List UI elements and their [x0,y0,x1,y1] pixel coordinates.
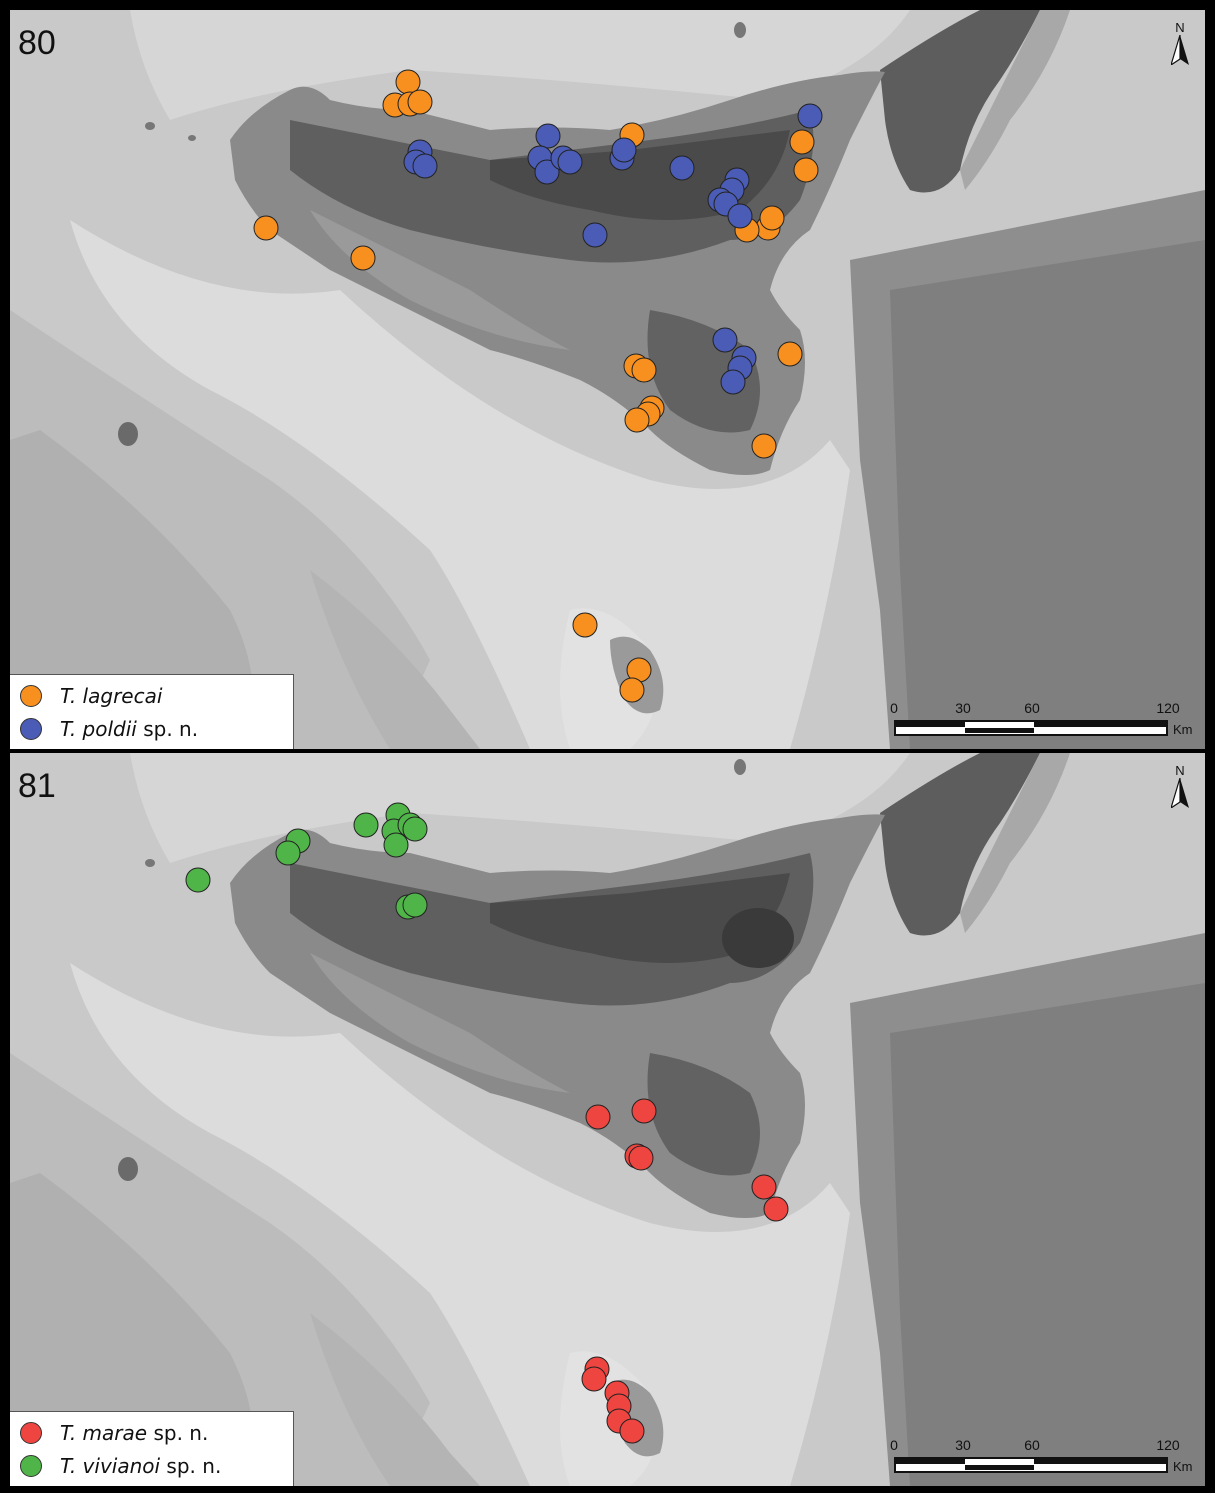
legend-swatch-blue [20,717,42,740]
scale-tick: 0 [890,1437,898,1453]
occurrence-marker [253,215,279,241]
scale-tick: 60 [1024,1437,1040,1453]
species-name: T. marae [60,1420,148,1445]
north-label: N [1175,763,1185,778]
occurrence-marker [712,327,738,353]
occurrence-marker [402,816,428,842]
scale-tick: 120 [1156,1437,1180,1453]
occurrence-marker [185,867,211,893]
scale-tick: 0 [890,700,898,716]
occurrence-marker [669,155,695,181]
species-name: T. poldii [60,716,137,741]
occurrence-marker [585,1104,611,1130]
legend-item: T. marae sp. n. [20,1416,293,1449]
occurrence-marker [759,205,785,231]
legend-swatch-orange [20,684,42,707]
occurrence-marker [383,832,409,858]
occurrence-marker [797,103,823,129]
occurrence-points [185,802,789,1444]
sicily-map [10,10,1205,749]
occurrence-marker [557,149,583,175]
species-suffix: sp. n. [147,1420,209,1445]
calabria [880,10,1040,193]
panel-number: 81 [18,767,56,805]
occurrence-marker [581,1366,607,1392]
occurrence-marker [751,1174,777,1200]
scale-bar: 0 30 60 120 Km [890,1437,1200,1481]
scale-tick: 120 [1156,700,1180,716]
legend-swatch-green [20,1454,42,1477]
occurrence-marker [751,433,777,459]
legend: T. marae sp. n. T. vivianoi sp. n. [10,1411,294,1486]
occurrence-marker [275,840,301,866]
scale-tick: 60 [1024,700,1040,716]
legend-item: T. vivianoi sp. n. [20,1449,293,1482]
north-arrow: N [1167,20,1193,69]
occurrence-marker [353,812,379,838]
species-suffix: sp. n. [136,716,199,741]
scale-bar: 0 30 60 120 Km [890,700,1200,744]
scale-tick: 30 [955,700,971,716]
occurrence-marker [412,153,438,179]
scale-unit: Km [1173,722,1193,737]
occurrence-marker [624,407,650,433]
occurrence-marker [350,245,376,271]
scale-bar-graphic [894,1457,1168,1473]
map-panel-80: 80 N 0 30 60 120 Km [10,10,1205,749]
scale-bar-graphic [894,720,1168,736]
shelf-north [130,10,910,120]
shelf-south [70,220,850,749]
species-name: T. vivianoi [60,1453,161,1478]
occurrence-points [253,69,823,703]
occurrence-marker [611,137,637,163]
occurrence-marker [793,157,819,183]
occurrence-marker [619,677,645,703]
scale-tick: 30 [955,1437,971,1453]
occurrence-marker [582,222,608,248]
sicily-map [10,753,1205,1486]
north-arrow-icon [1169,777,1189,810]
north-label: N [1175,20,1185,35]
occurrence-marker [631,1098,657,1124]
scale-unit: Km [1173,1459,1193,1474]
occurrence-marker [777,341,803,367]
panel-number: 80 [18,24,56,62]
occurrence-marker [628,1145,654,1171]
occurrence-marker [631,357,657,383]
species-name: T. lagrecai [60,683,163,708]
pantelleria [118,422,138,446]
legend-item: T. lagrecai [20,679,293,712]
map-panel-81: 81 N 0 30 60 120 Km [10,753,1205,1486]
occurrence-marker [789,129,815,155]
occurrence-marker [619,1418,645,1444]
occurrence-marker [572,612,598,638]
species-suffix: sp. n. [160,1453,222,1478]
legend-swatch-red [20,1421,42,1444]
occurrence-marker [763,1196,789,1222]
occurrence-marker [402,892,428,918]
occurrence-marker [407,89,433,115]
occurrence-marker [534,159,560,185]
occurrence-marker [720,369,746,395]
occurrence-marker [727,203,753,229]
legend-item: T. poldii sp. n. [20,712,293,745]
legend: T. lagrecai T. poldii sp. n. [10,674,294,749]
north-arrow: N [1167,763,1193,812]
north-arrow-icon [1169,34,1189,67]
occurrence-marker [535,123,561,149]
